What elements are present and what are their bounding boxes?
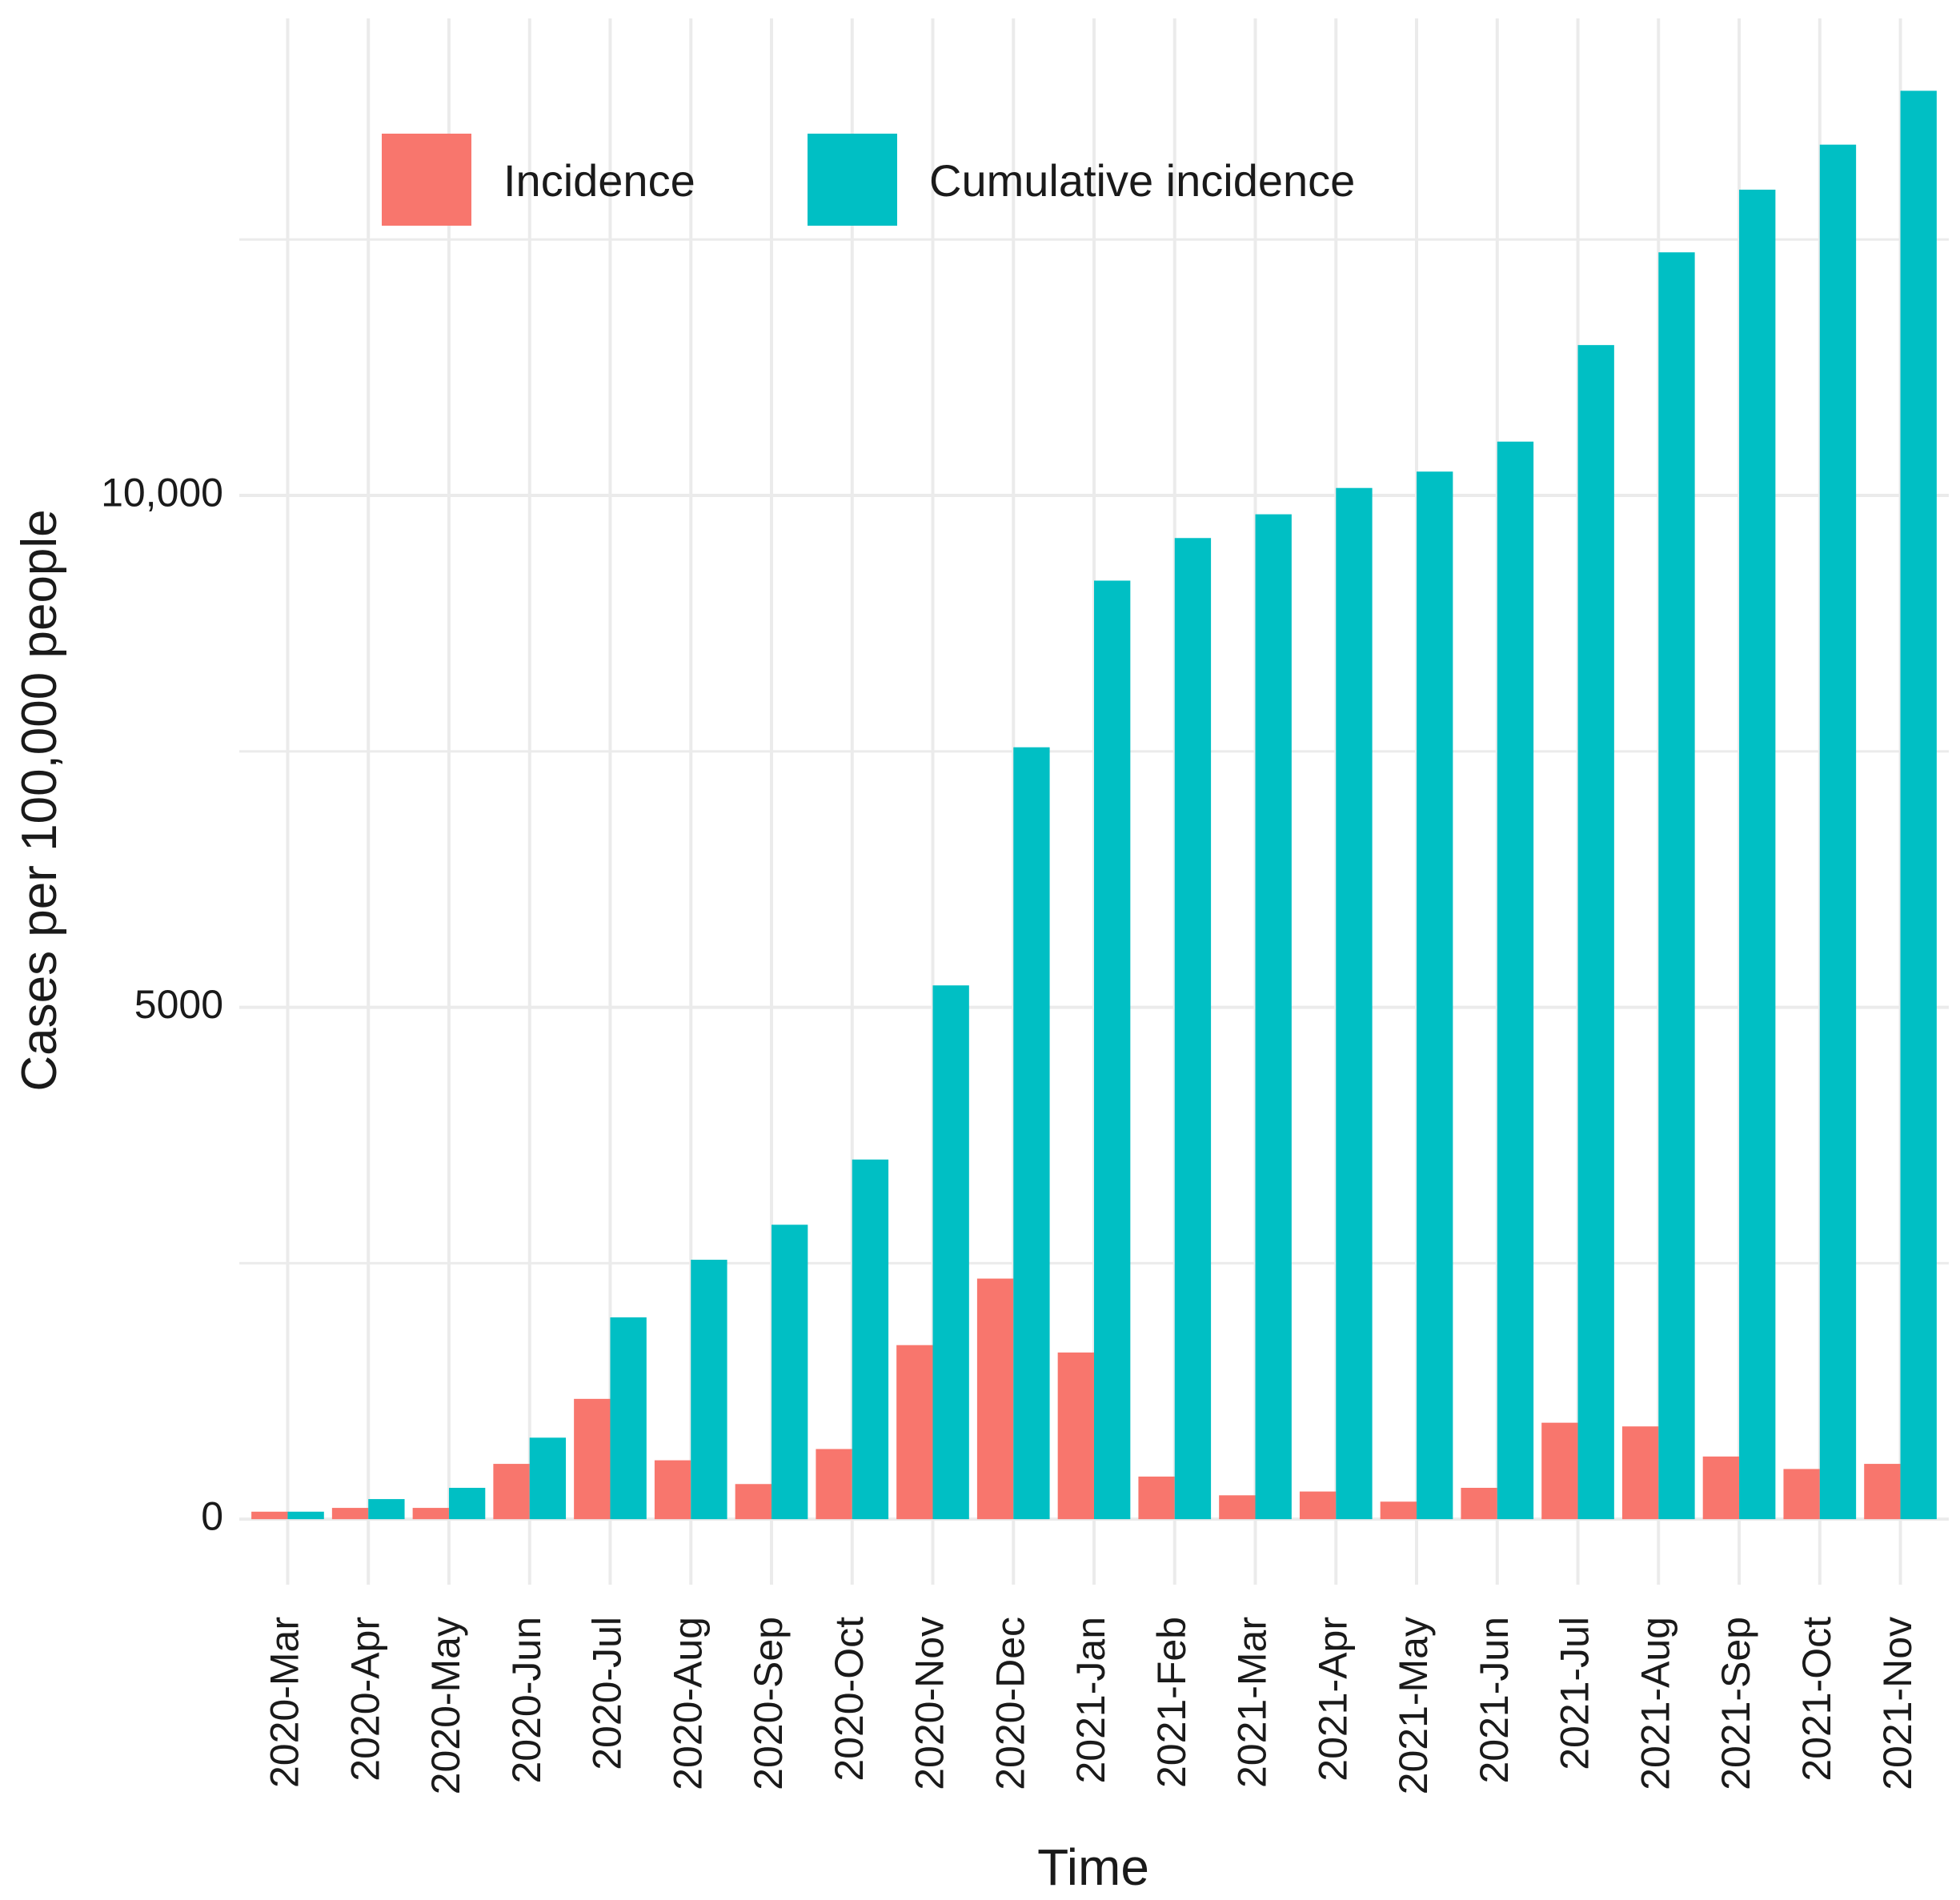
x-tick-label: 2021-Jun (1472, 1617, 1517, 1784)
bar (1541, 1422, 1578, 1520)
bar (896, 1345, 933, 1520)
x-tick-label: 2020-Jun (504, 1617, 549, 1784)
legend-swatch (382, 134, 471, 226)
bar (1380, 1501, 1417, 1520)
bar (1417, 471, 1453, 1520)
bar (448, 1487, 486, 1520)
y-axis-title: Cases per 100,000 people (12, 509, 67, 1091)
x-tick-label: 2020-May (423, 1617, 468, 1794)
legend-label: Cumulative incidence (929, 155, 1355, 206)
bar (771, 1225, 808, 1520)
bar (976, 1278, 1014, 1520)
legend-label: Incidence (503, 155, 695, 206)
bar (691, 1260, 727, 1520)
bar (816, 1449, 852, 1520)
bar (331, 1508, 369, 1520)
bar (1013, 747, 1050, 1520)
bar (1138, 1476, 1175, 1520)
bar (574, 1398, 611, 1520)
bar (1900, 90, 1937, 1520)
bar (1255, 514, 1292, 1520)
bar (932, 985, 969, 1520)
x-tick-label: 2021-Feb (1149, 1617, 1194, 1788)
x-tick-label: 2020-Oct (827, 1617, 872, 1782)
x-tick-label: 2021-Sep (1713, 1617, 1758, 1790)
x-tick-label: 2020-Mar (263, 1617, 307, 1788)
bar (1461, 1487, 1497, 1520)
bar (1174, 538, 1212, 1520)
bar (1057, 1352, 1094, 1520)
x-tick-label: 2020-Aug (665, 1617, 710, 1790)
bar (735, 1484, 772, 1520)
legend-swatch (808, 134, 897, 226)
bar (412, 1508, 449, 1520)
bar (1783, 1469, 1820, 1520)
bar (1621, 1426, 1659, 1520)
y-tick-label: 5000 (134, 982, 223, 1027)
x-tick-label: 2021-Jan (1068, 1617, 1113, 1784)
bar (1658, 252, 1695, 1520)
bar (1497, 441, 1534, 1520)
x-tick-label: 2021-Nov (1875, 1617, 1920, 1790)
x-tick-label: 2021-May (1391, 1617, 1436, 1794)
bar (368, 1499, 405, 1520)
x-tick-label: 2021-Oct (1794, 1617, 1839, 1782)
x-tick-label: 2020-Nov (908, 1617, 952, 1790)
bar (1819, 144, 1857, 1520)
x-tick-label: 2021-Apr (1310, 1617, 1355, 1782)
bar (1702, 1456, 1740, 1520)
bar (529, 1437, 567, 1520)
y-tick-label: 10,000 (101, 470, 223, 515)
bar (287, 1511, 324, 1520)
bar (251, 1511, 288, 1520)
x-tick-label: 2020-Sep (746, 1617, 791, 1790)
x-tick-label: 2020-Jul (585, 1617, 630, 1770)
x-tick-label: 2021-Jul (1553, 1617, 1597, 1770)
bar (852, 1159, 889, 1520)
bar (1739, 189, 1776, 1520)
x-axis-title: Time (1037, 1838, 1149, 1896)
bar (1094, 580, 1131, 1520)
bar (1336, 487, 1373, 1520)
x-tick-label: 2020-Apr (343, 1617, 387, 1782)
bar (610, 1317, 647, 1520)
x-tick-label: 2021-Mar (1230, 1617, 1275, 1788)
x-tick-label: 2021-Aug (1633, 1617, 1677, 1790)
bar (493, 1464, 530, 1520)
y-tick-label: 0 (201, 1493, 223, 1538)
bar (1577, 345, 1614, 1520)
bar (1864, 1464, 1901, 1520)
bar (1219, 1495, 1256, 1520)
x-tick-label: 2020-Dec (988, 1617, 1032, 1790)
bar (1299, 1491, 1337, 1520)
bar (654, 1460, 691, 1520)
